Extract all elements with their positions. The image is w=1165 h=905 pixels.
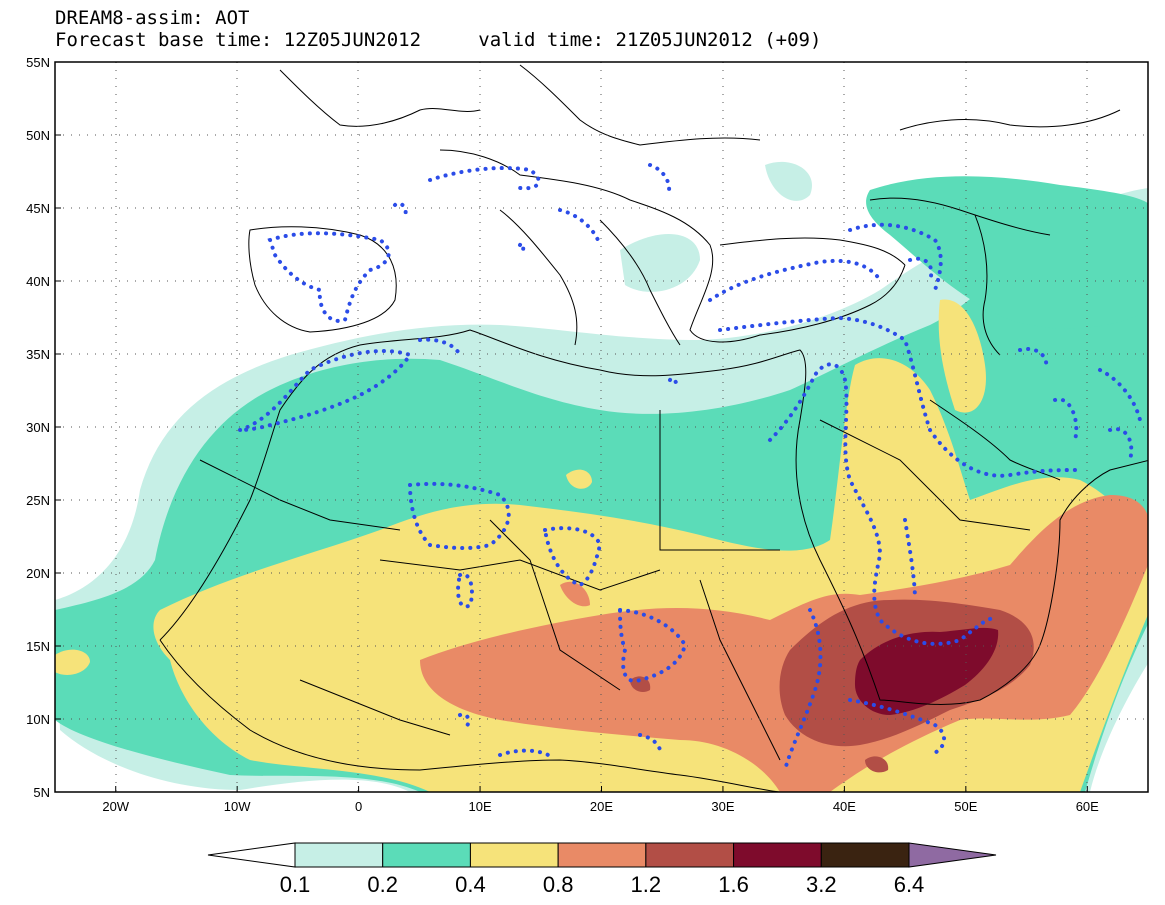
aot-band-0.8-chad [560,581,590,607]
colorbar-box [294,842,384,868]
colorbar-label: 1.2 [631,872,662,897]
aot-band-1.2-spot1 [630,676,651,692]
aot-band-1.2-spot2 [865,756,889,773]
aot-band-1.2-spot3 [820,709,839,723]
colorbar-box [733,842,822,868]
lon-tick-label: 10W [224,799,251,814]
lat-tick-label: 50N [26,128,50,143]
lat-tick-label: 20N [26,566,50,581]
colorbar-box [557,842,647,868]
lon-tick-label: 20E [590,799,613,814]
aot-band-0.2-caucasus [866,176,1148,329]
aot-band-0.4-spot [566,469,592,489]
colorbar-label: 0.4 [455,872,486,897]
colorbar-under-triangle [207,842,296,868]
lon-tick-label: 30E [711,799,734,814]
colorbar-over-triangle [908,842,997,868]
valid-time-label: valid time: 21Z05JUN2012 (+09) [478,29,822,51]
aot-band-0.4-iran [938,299,986,413]
lat-tick-label: 45N [26,201,50,216]
lon-tick-label: 0 [355,799,362,814]
lon-tick-label: 20W [102,799,129,814]
longitude-labels: 20W 10W 0 10E 20E 30E 40E 50E 60E [102,786,1099,814]
colorbar-label: 3.2 [806,872,837,897]
base-time-label: Forecast base time: 12Z05JUN2012 [55,29,422,51]
colorbar-label: 0.2 [367,872,398,897]
colorbar: 0.1 0.2 0.4 0.8 1.2 1.6 3.2 6.4 [207,842,997,897]
aot-band-0.4-west [55,649,90,675]
lon-tick-label: 60E [1076,799,1099,814]
colorbar-box [469,842,559,868]
aot-band-0.8 [420,495,1148,792]
lat-tick-label: 55N [26,55,50,70]
aot-band-0.1-black-sea [765,161,812,201]
contour-lines [239,163,1142,772]
map-subtitle: Forecast base time: 12Z05JUN2012 valid t… [55,30,821,50]
colorbar-label: 6.4 [894,872,925,897]
coastlines [159,64,1148,792]
map-title: DREAM8-assim: AOT [55,7,250,29]
colorbar-box [820,842,910,868]
colorbar-box [382,842,471,868]
colorbar-label: 0.8 [543,872,574,897]
colorbar-label: 1.6 [718,872,749,897]
lat-tick-label: 5N [33,785,50,800]
latitude-labels: 55N 50N 45N 40N 35N 30N 25N 20N 15N 10N 5N [26,55,61,800]
lat-tick-label: 25N [26,493,50,508]
lon-tick-label: 40E [833,799,856,814]
lat-tick-label: 40N [26,274,50,289]
lat-tick-label: 30N [26,420,50,435]
colorbar-box [645,842,735,868]
lat-tick-label: 15N [26,639,50,654]
aot-band-0.1-balkan [620,233,700,292]
lat-tick-label: 10N [26,712,50,727]
aot-field [55,161,1148,792]
aot-band-1.6 [855,627,999,715]
lat-tick-label: 35N [26,347,50,362]
graticule [55,62,1148,792]
colorbar-label: 0.1 [280,872,311,897]
lon-tick-label: 50E [954,799,977,814]
lon-tick-label: 10E [468,799,491,814]
